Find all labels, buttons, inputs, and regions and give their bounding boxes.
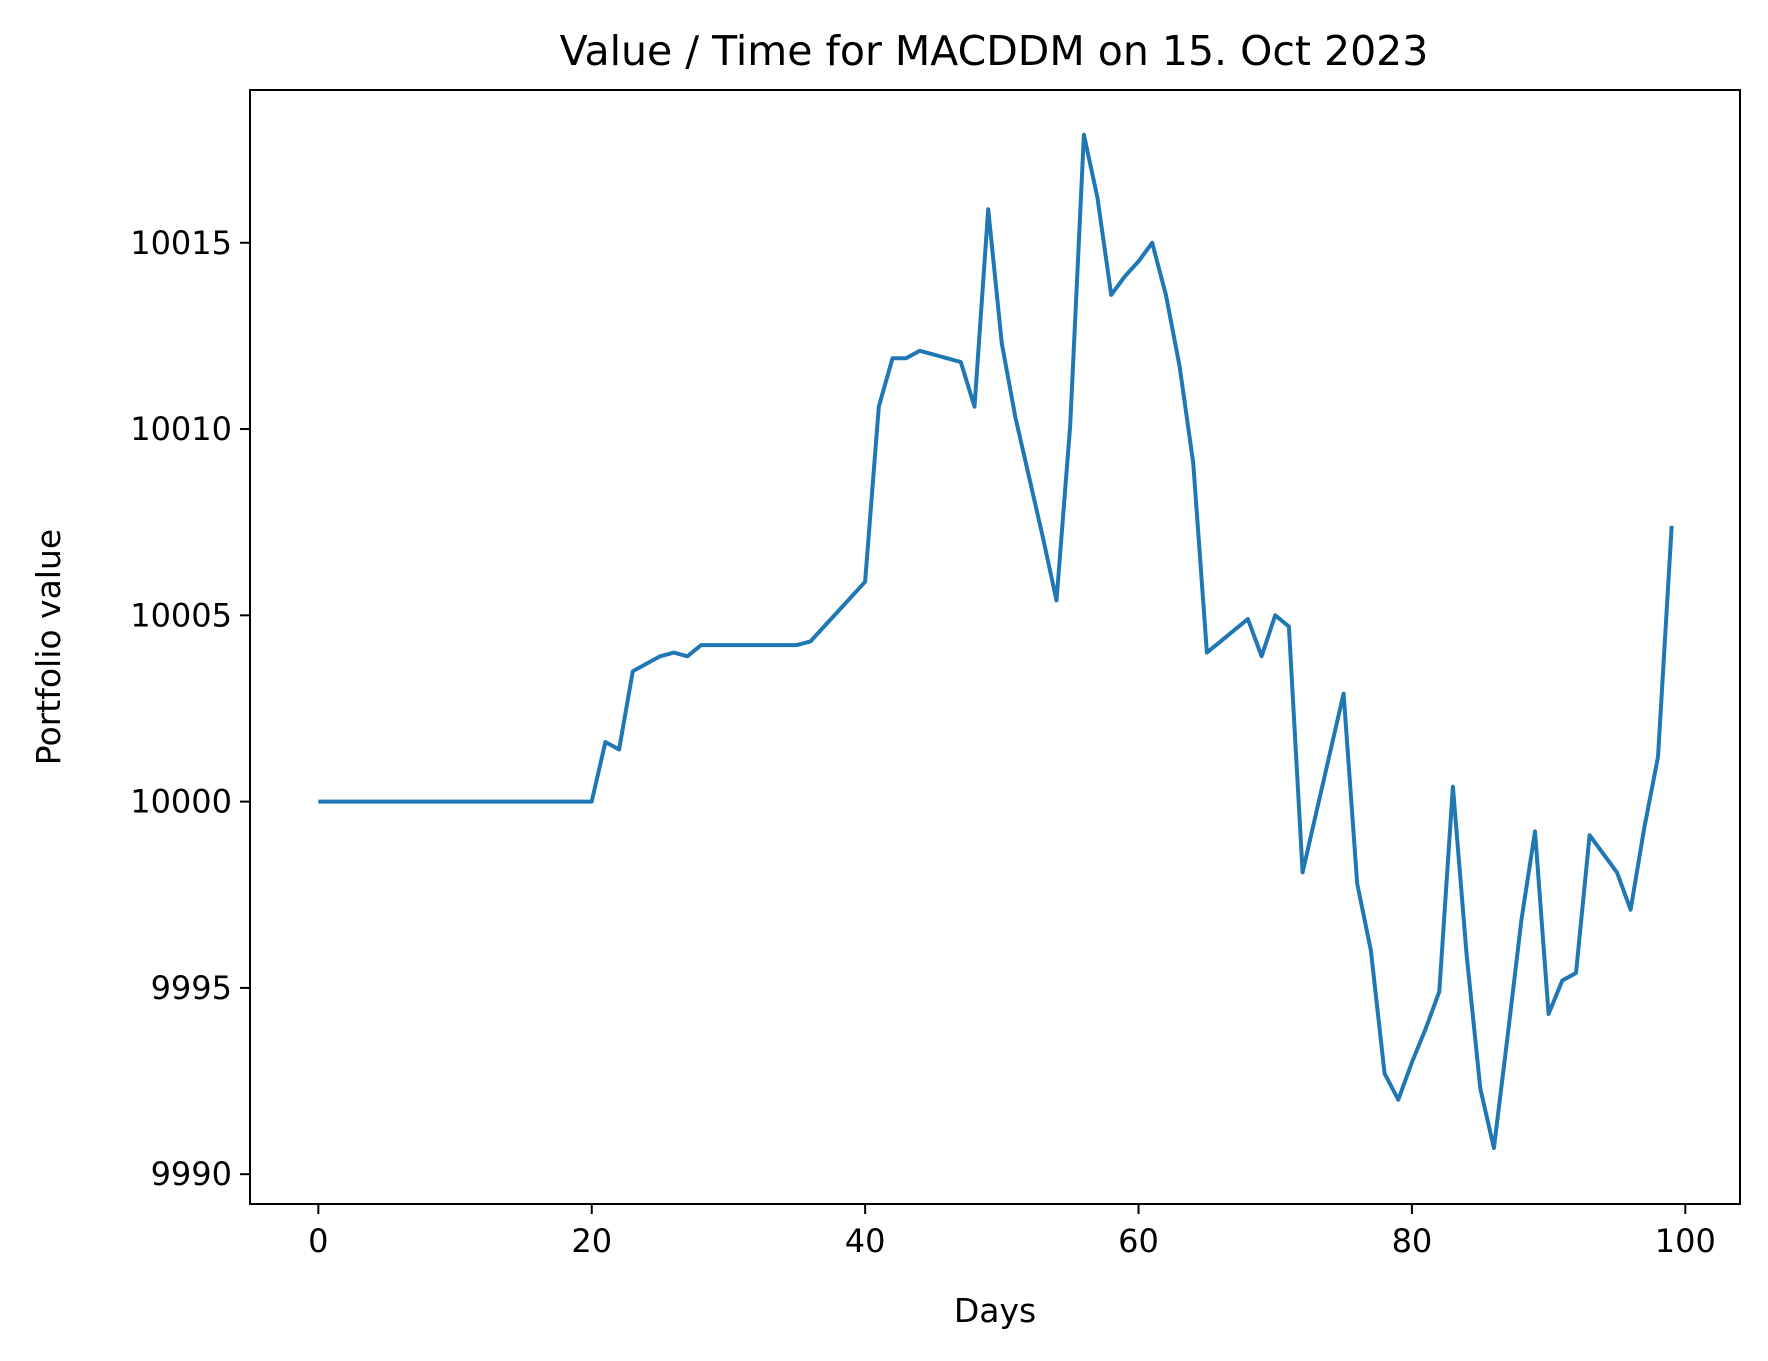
y-tick-label: 9995: [151, 969, 232, 1007]
chart-title: Value / Time for MACDDM on 15. Oct 2023: [560, 27, 1429, 75]
y-axis: 9990 9995 10000 10005 10010 10015: [130, 224, 250, 1193]
y-tick-label: 10010: [130, 410, 232, 448]
y-tick-label: 9990: [151, 1155, 232, 1193]
y-tick-label: 10015: [130, 224, 232, 262]
x-tick-label: 20: [571, 1222, 612, 1260]
series-line: [318, 132, 1674, 1151]
y-axis-label: Portfolio value: [29, 529, 68, 765]
x-tick-label: 80: [1392, 1222, 1433, 1260]
x-tick-label: 0: [308, 1222, 328, 1260]
x-tick-label: 100: [1655, 1222, 1716, 1260]
y-tick-label: 10005: [130, 596, 232, 634]
y-tick-label: 10000: [130, 783, 232, 821]
x-axis-label: Days: [954, 1291, 1036, 1330]
x-axis: 0 20 40 60 80 100: [308, 1204, 1716, 1260]
plot-frame: [249, 89, 1741, 1205]
x-tick-label: 60: [1118, 1222, 1159, 1260]
x-tick-label: 40: [845, 1222, 886, 1260]
